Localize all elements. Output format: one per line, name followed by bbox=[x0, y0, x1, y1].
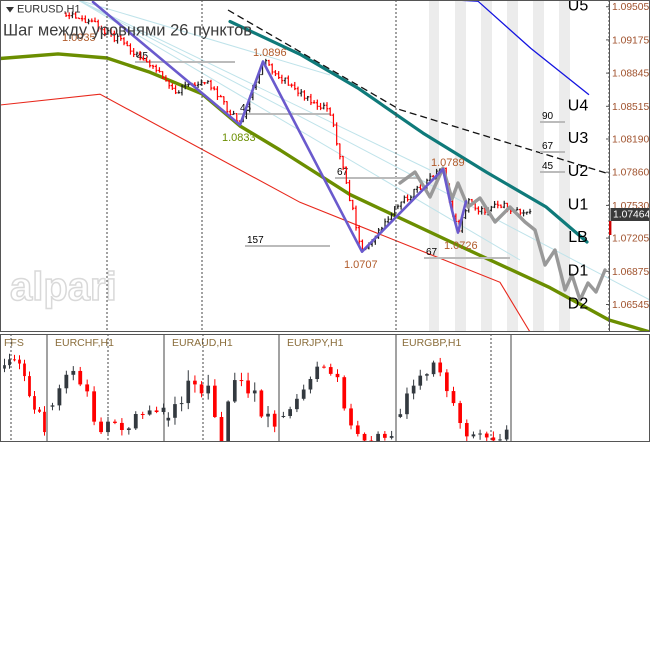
svg-text:1.07860: 1.07860 bbox=[612, 168, 649, 179]
svg-text:1.06875: 1.06875 bbox=[612, 267, 649, 278]
svg-text:90: 90 bbox=[542, 111, 554, 122]
svg-text:D2: D2 bbox=[568, 296, 589, 313]
svg-text:EURGBP,H1: EURGBP,H1 bbox=[402, 337, 461, 349]
svg-text:1.0789: 1.0789 bbox=[431, 157, 465, 169]
svg-text:157: 157 bbox=[247, 235, 264, 246]
svg-text:EURCHF,H1: EURCHF,H1 bbox=[55, 337, 114, 349]
svg-text:1.06545: 1.06545 bbox=[612, 300, 649, 311]
svg-text:FFS: FFS bbox=[4, 337, 24, 349]
svg-text:U2: U2 bbox=[568, 163, 589, 180]
svg-text:45: 45 bbox=[542, 161, 554, 172]
svg-text:EURAUD,H1: EURAUD,H1 bbox=[172, 337, 233, 349]
svg-text:alpari: alpari bbox=[10, 265, 117, 309]
svg-text:1.07464: 1.07464 bbox=[613, 210, 650, 221]
svg-text:EURJPY,H1: EURJPY,H1 bbox=[287, 337, 344, 349]
svg-text:1.09175: 1.09175 bbox=[612, 35, 649, 46]
svg-text:1.0707: 1.0707 bbox=[344, 259, 378, 271]
svg-text:EURUSD,H1: EURUSD,H1 bbox=[17, 4, 81, 16]
svg-text:67: 67 bbox=[426, 247, 438, 258]
svg-text:67: 67 bbox=[542, 141, 554, 152]
svg-text:1.09505: 1.09505 bbox=[612, 2, 649, 13]
svg-text:U1: U1 bbox=[568, 196, 589, 213]
svg-text:LB: LB bbox=[568, 229, 588, 246]
svg-text:1.0833: 1.0833 bbox=[222, 132, 256, 144]
svg-text:1.08515: 1.08515 bbox=[612, 102, 649, 113]
svg-text:U4: U4 bbox=[568, 97, 589, 114]
svg-text:D1: D1 bbox=[568, 262, 589, 279]
svg-text:U3: U3 bbox=[568, 130, 589, 147]
svg-text:1.07205: 1.07205 bbox=[612, 234, 649, 245]
svg-text:1.0896: 1.0896 bbox=[253, 47, 287, 59]
svg-text:1.0726: 1.0726 bbox=[444, 240, 478, 252]
svg-text:1.08845: 1.08845 bbox=[612, 69, 649, 80]
svg-text:U5: U5 bbox=[568, 0, 589, 15]
svg-text:Шаг между уровнями 26 пунктов: Шаг между уровнями 26 пунктов bbox=[3, 22, 252, 40]
svg-text:1.08190: 1.08190 bbox=[612, 135, 649, 146]
